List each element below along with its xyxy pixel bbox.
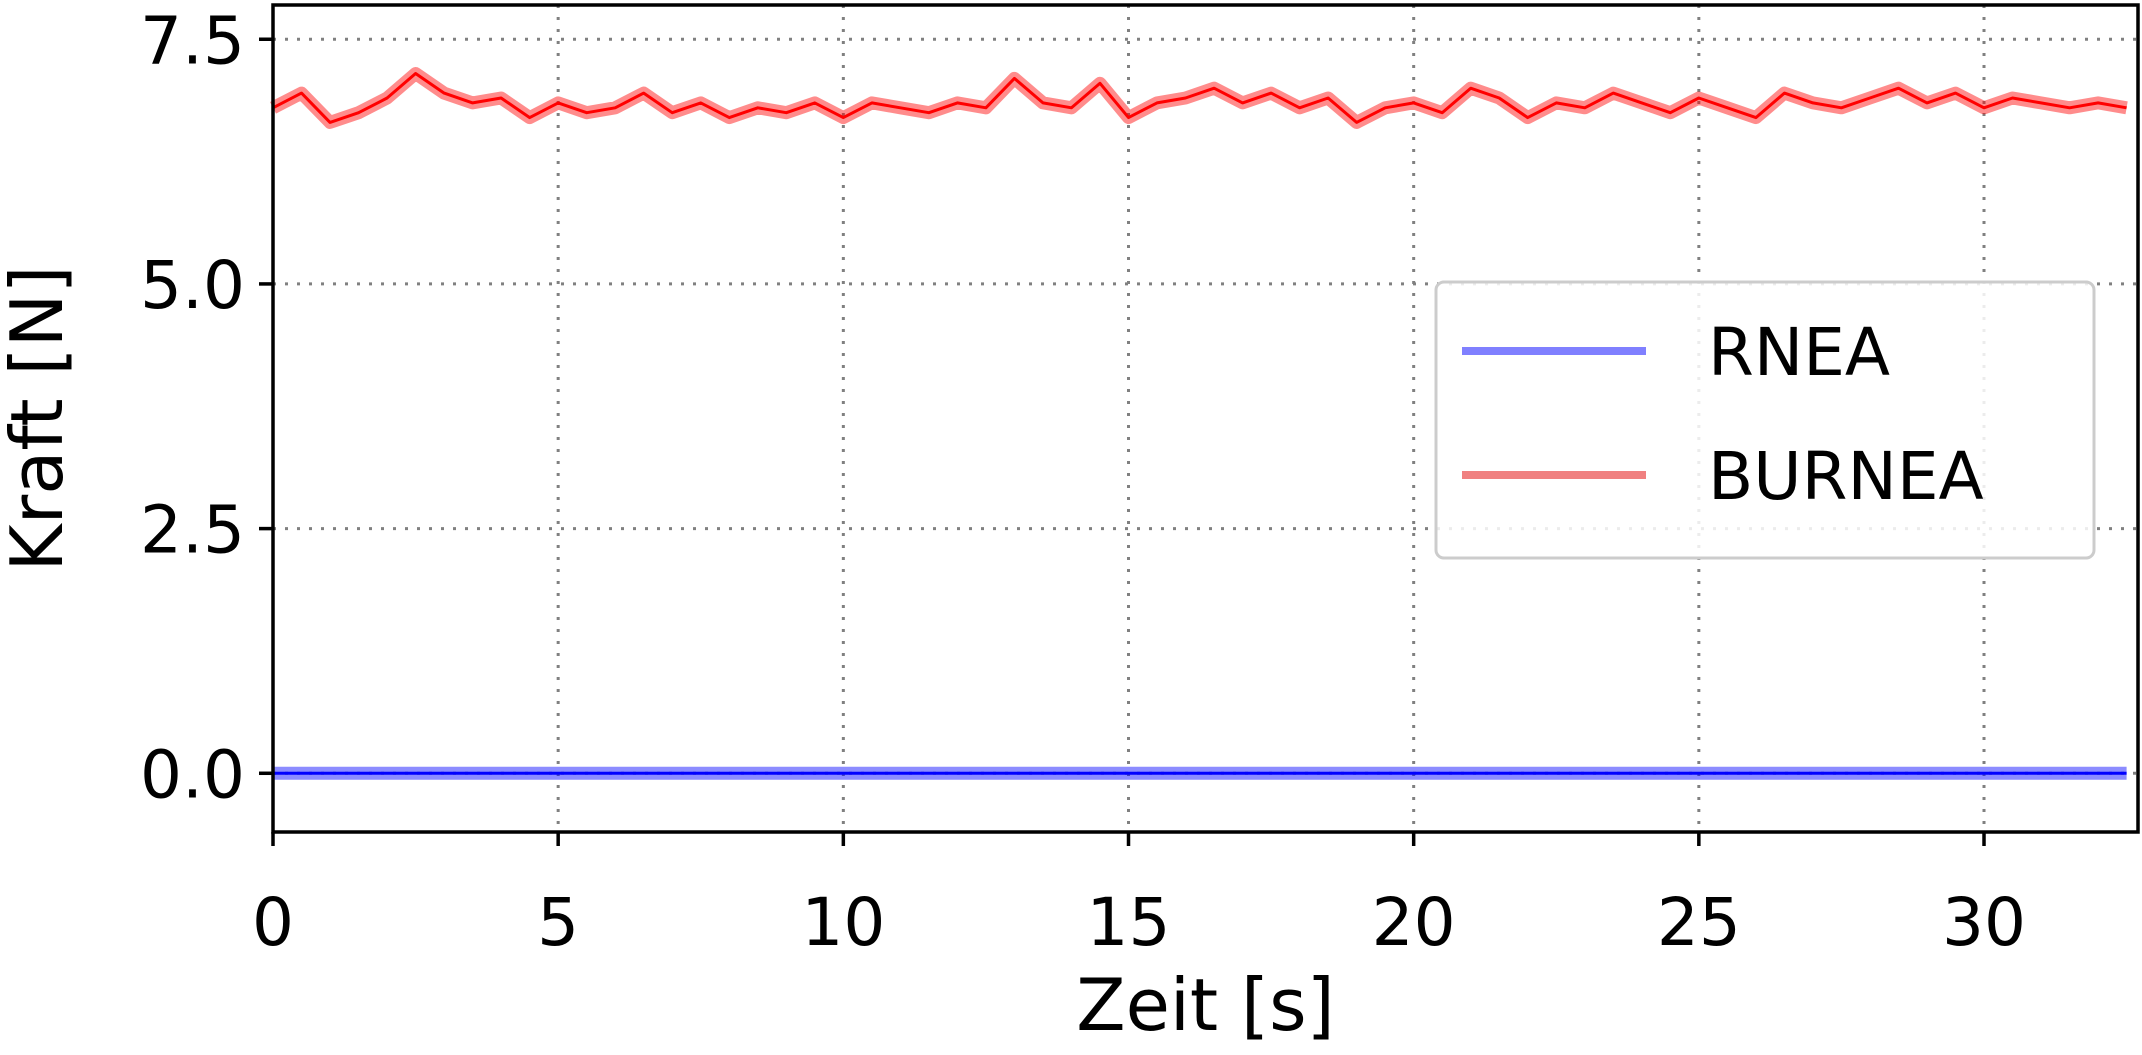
x-tick-label: 25	[1657, 884, 1741, 961]
legend: RNEA BURNEA	[1434, 280, 2096, 560]
legend-label-rnea: RNEA	[1708, 314, 1890, 391]
y-tick-label: 2.5	[140, 492, 245, 569]
x-tick-label: 30	[1942, 884, 2026, 961]
x-axis-label: Zeit [s]	[1076, 963, 1334, 1047]
series-line-burnea	[272, 72, 2127, 124]
plot-area-frame	[271, 3, 2140, 834]
legend-label-burnea: BURNEA	[1708, 438, 1984, 515]
axis-ticks: 0 5 10 15 20 25 30 0.0 2.5 5.0 7.5	[140, 2, 2026, 961]
series-lines	[270, 67, 2128, 780]
x-tick-label: 15	[1087, 884, 1171, 961]
y-tick-label: 5.0	[140, 247, 245, 324]
y-axis-label: Kraft [N]	[0, 265, 79, 571]
x-tick-label: 20	[1372, 884, 1456, 961]
x-tick-label: 10	[801, 884, 885, 961]
y-tick-label: 7.5	[140, 2, 245, 79]
x-tick-label: 0	[252, 884, 294, 961]
y-tick-label: 0.0	[140, 736, 245, 813]
x-tick-label: 5	[537, 884, 579, 961]
